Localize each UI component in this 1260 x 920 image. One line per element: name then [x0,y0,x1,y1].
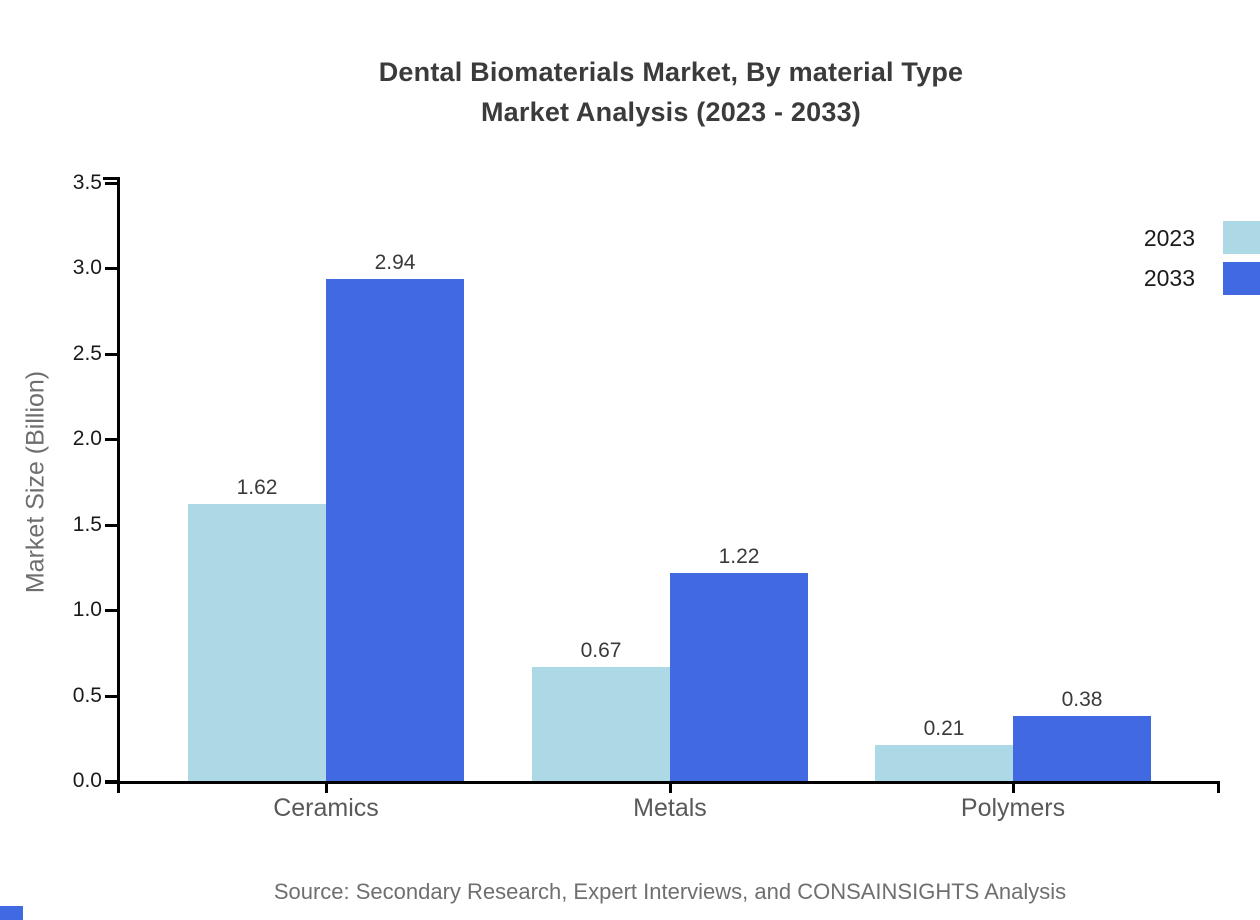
bar-2033-polymers [1013,716,1151,781]
value-label-2023-metals: 0.67 [580,639,622,662]
y-tick-label-3.0: 3.0 [72,256,102,279]
y-tick-label-2.5: 2.5 [72,342,102,365]
y-tick-mark-0.0 [105,780,118,783]
legend-label-2023: 2023 [1143,225,1195,251]
bar-2023-metals [532,667,670,781]
y-tick-label-0.0: 0.0 [72,769,102,792]
value-label-2023-ceramics: 1.62 [236,476,278,499]
x-tick-mark-polymers [1012,784,1015,793]
y-tick-label-2.0: 2.0 [72,427,102,450]
value-label-2033-metals: 1.22 [718,545,760,568]
category-label-ceramics: Ceramics [273,794,379,822]
value-label-2023-polymers: 0.21 [923,717,965,740]
y-tick-mark-3.5 [105,182,118,185]
bar-2023-polymers [875,745,1013,781]
y-tick-label-1.5: 1.5 [72,513,102,536]
x-axis-end-tick [1217,784,1220,793]
y-tick-label-3.5: 3.5 [72,171,102,194]
x-axis-origin-tick [117,784,120,793]
y-tick-label-0.5: 0.5 [72,684,102,707]
y-tick-label-1.0: 1.0 [72,598,102,621]
y-axis-spine [117,178,120,784]
y-tick-mark-0.5 [105,695,118,698]
bar-2033-metals [670,573,808,781]
x-axis-spine [105,781,1220,784]
x-tick-mark-metals [669,784,672,793]
y-tick-mark-1.0 [105,609,118,612]
category-label-polymers: Polymers [960,794,1066,822]
y-axis-title: Market Size (Billion) [21,370,50,594]
chart-title: Dental Biomaterials Market, By material … [171,52,1171,132]
x-tick-mark-ceramics [325,784,328,793]
brand-mark [0,906,23,920]
value-label-2033-polymers: 0.38 [1061,688,1103,711]
source-attribution: Source: Secondary Research, Expert Inter… [273,879,1067,904]
legend-swatch-2023 [1223,221,1260,254]
legend-swatch-2033 [1223,262,1260,295]
legend-label-2033: 2033 [1143,265,1195,291]
y-tick-mark-1.5 [105,524,118,527]
y-axis-top-cap [103,177,120,180]
bar-2033-ceramics [326,279,464,781]
bar-2023-ceramics [188,504,326,781]
y-tick-mark-2.0 [105,438,118,441]
y-tick-mark-2.5 [105,353,118,356]
chart-title-line1: Dental Biomaterials Market, By material … [378,57,964,87]
value-label-2033-ceramics: 2.94 [374,251,416,274]
chart-title-line2: Market Analysis (2023 - 2033) [480,97,861,127]
y-tick-mark-3.0 [105,267,118,270]
category-label-metals: Metals [633,794,707,822]
